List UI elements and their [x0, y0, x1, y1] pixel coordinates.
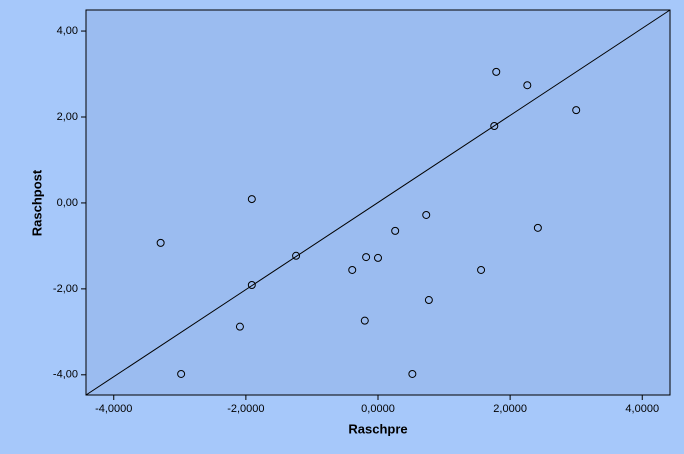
x-tick-label: 2,0000	[493, 403, 527, 415]
point	[156, 238, 165, 247]
point	[492, 67, 501, 76]
point	[408, 369, 417, 378]
y-tick-label: 2,00	[57, 111, 78, 123]
point	[247, 281, 256, 289]
point	[235, 322, 244, 331]
point	[490, 122, 499, 131]
x-tick-label: 4,0000	[625, 403, 659, 415]
x-tick-label: -4,0000	[95, 403, 132, 415]
point	[477, 265, 486, 274]
y-axis-title: Raschpost	[29, 169, 44, 236]
point	[523, 81, 532, 90]
point	[391, 226, 400, 235]
point	[422, 210, 431, 219]
x-tick-label: -2,0000	[227, 403, 264, 415]
reference-line	[85, 9, 671, 396]
y-tick-label: 0,00	[57, 197, 78, 209]
x-axis-title: Raschpre	[348, 421, 407, 436]
point	[247, 195, 256, 204]
y-tick-label: -2,00	[53, 283, 78, 295]
point	[177, 369, 186, 378]
point	[360, 316, 369, 325]
point	[572, 106, 581, 115]
point	[424, 296, 433, 305]
y-tick-label: -4,00	[53, 369, 78, 381]
point	[362, 253, 371, 262]
point	[533, 223, 542, 232]
x-tick-label: 0,0000	[361, 403, 395, 415]
point	[292, 251, 301, 260]
point	[348, 265, 357, 274]
y-tick-label: 4,00	[57, 25, 78, 37]
point	[374, 253, 382, 262]
